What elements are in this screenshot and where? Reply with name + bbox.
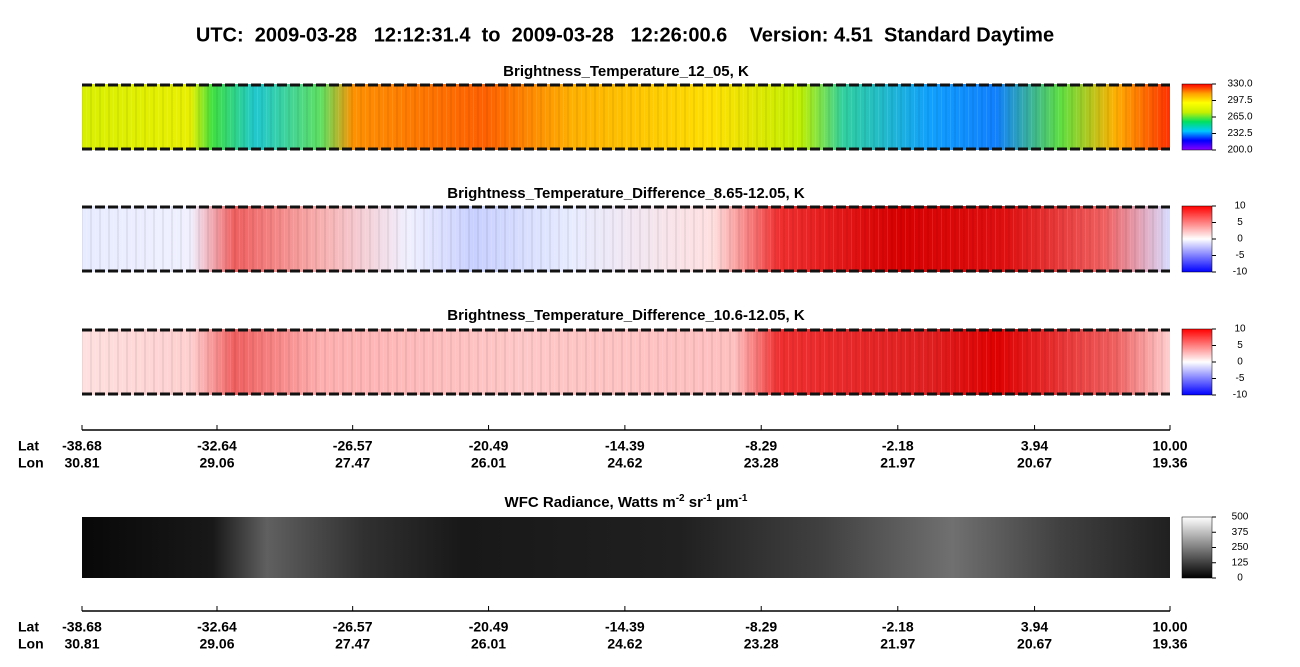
lon-tick-label: 23.28 (744, 455, 779, 471)
lat-tick-label: -38.68 (62, 619, 102, 635)
lon-label: Lon (18, 455, 44, 471)
lon-tick-label: 23.28 (744, 636, 779, 652)
colorbar-tick-label: 250 (1232, 542, 1249, 553)
colorbar-tick-label: -5 (1236, 373, 1245, 384)
lon-tick-label: 19.36 (1152, 455, 1187, 471)
colorbar (1181, 328, 1213, 396)
lat-tick-label: -8.29 (745, 619, 777, 635)
lat-tick-label: -8.29 (745, 438, 777, 454)
panel-title: Brightness_Temperature_Difference_10.6-1… (447, 307, 805, 324)
colorbar-tick-label: 10 (1234, 324, 1246, 335)
colorbar (1181, 205, 1213, 273)
image-texture (82, 206, 1170, 272)
lon-tick-label: 26.01 (471, 455, 506, 471)
lat-tick-label: -32.64 (197, 619, 237, 635)
title-part: -1 (703, 493, 712, 504)
lat-tick-label: -26.57 (333, 438, 373, 454)
title-part: -2 (676, 493, 685, 504)
lon-tick-label: 24.62 (607, 455, 642, 471)
lat-label: Lat (18, 619, 39, 635)
lat-tick-label: -38.68 (62, 438, 102, 454)
lon-label: Lon (18, 636, 44, 652)
lon-tick-label: 30.81 (64, 636, 99, 652)
lon-tick-label: 21.97 (880, 455, 915, 471)
colorbar-tick-label: 5 (1237, 340, 1243, 351)
image-strip (82, 517, 1170, 578)
lon-tick-label: 20.67 (1017, 455, 1052, 471)
image-texture (82, 84, 1170, 150)
colorbar-tick-label: -10 (1233, 390, 1248, 401)
colorbar-tick-label: 232.5 (1227, 128, 1252, 139)
lat-tick-label: -2.18 (882, 438, 914, 454)
colorbar-tick-label: 297.5 (1227, 95, 1252, 106)
colorbar-tick-label: 0 (1237, 357, 1243, 368)
colorbar-tick-label: 10 (1234, 201, 1246, 212)
scan-edges (82, 83, 1170, 396)
colorbar-tick-label: 125 (1232, 557, 1249, 568)
lat-tick-label: -26.57 (333, 619, 373, 635)
lon-tick-label: 27.47 (335, 455, 370, 471)
lon-tick-label: 21.97 (880, 636, 915, 652)
lat-tick-label: 3.94 (1021, 619, 1048, 635)
lat-tick-label: 10.00 (1152, 438, 1187, 454)
title-part: μm (712, 494, 739, 511)
lon-tick-label: 27.47 (335, 636, 370, 652)
colorbar-tick-label: 265.0 (1227, 112, 1252, 123)
panel-title: Brightness_Temperature_Difference_8.65-1… (447, 185, 805, 202)
lon-tick-label: 26.01 (471, 636, 506, 652)
colorbar (1181, 83, 1213, 151)
colorbar-tick-label: 200.0 (1227, 145, 1252, 156)
colorbar-tick-label: 0 (1237, 234, 1243, 245)
colorbar-tick-label: 0 (1237, 573, 1243, 584)
lat-tick-label: 10.00 (1152, 619, 1187, 635)
lon-tick-label: 29.06 (199, 636, 234, 652)
lat-tick-label: -2.18 (882, 619, 914, 635)
title-part: sr (685, 494, 704, 511)
panel-title: WFC Radiance, Watts m-2 sr-1 μm-1 (505, 493, 748, 511)
lat-tick-label: -20.49 (469, 619, 509, 635)
colorbar-tick-label: 375 (1232, 527, 1249, 538)
lat-label: Lat (18, 438, 39, 454)
lat-tick-label: -20.49 (469, 438, 509, 454)
title-part: WFC Radiance, Watts m (505, 494, 676, 511)
lon-tick-label: 19.36 (1152, 636, 1187, 652)
lat-tick-label: -32.64 (197, 438, 237, 454)
lon-tick-label: 24.62 (607, 636, 642, 652)
lon-tick-label: 20.67 (1017, 636, 1052, 652)
colorbar-tick-label: -10 (1233, 267, 1248, 278)
lon-tick-label: 29.06 (199, 455, 234, 471)
lat-tick-label: -14.39 (605, 438, 645, 454)
colorbar-tick-label: 500 (1232, 512, 1249, 523)
colorbar-tick-label: -5 (1236, 250, 1245, 261)
lat-tick-label: 3.94 (1021, 438, 1048, 454)
colorbar-tick-label: 5 (1237, 217, 1243, 228)
lat-tick-label: -14.39 (605, 619, 645, 635)
panel-title: Brightness_Temperature_12_05, K (503, 63, 749, 80)
image-texture (82, 329, 1170, 395)
colorbar-tick-label: 330.0 (1227, 79, 1252, 90)
page-title: UTC: 2009-03-28 12:12:31.4 to 2009-03-28… (196, 24, 1054, 46)
lon-tick-label: 30.81 (64, 455, 99, 471)
title-part: -1 (739, 493, 748, 504)
colorbar (1181, 516, 1213, 579)
